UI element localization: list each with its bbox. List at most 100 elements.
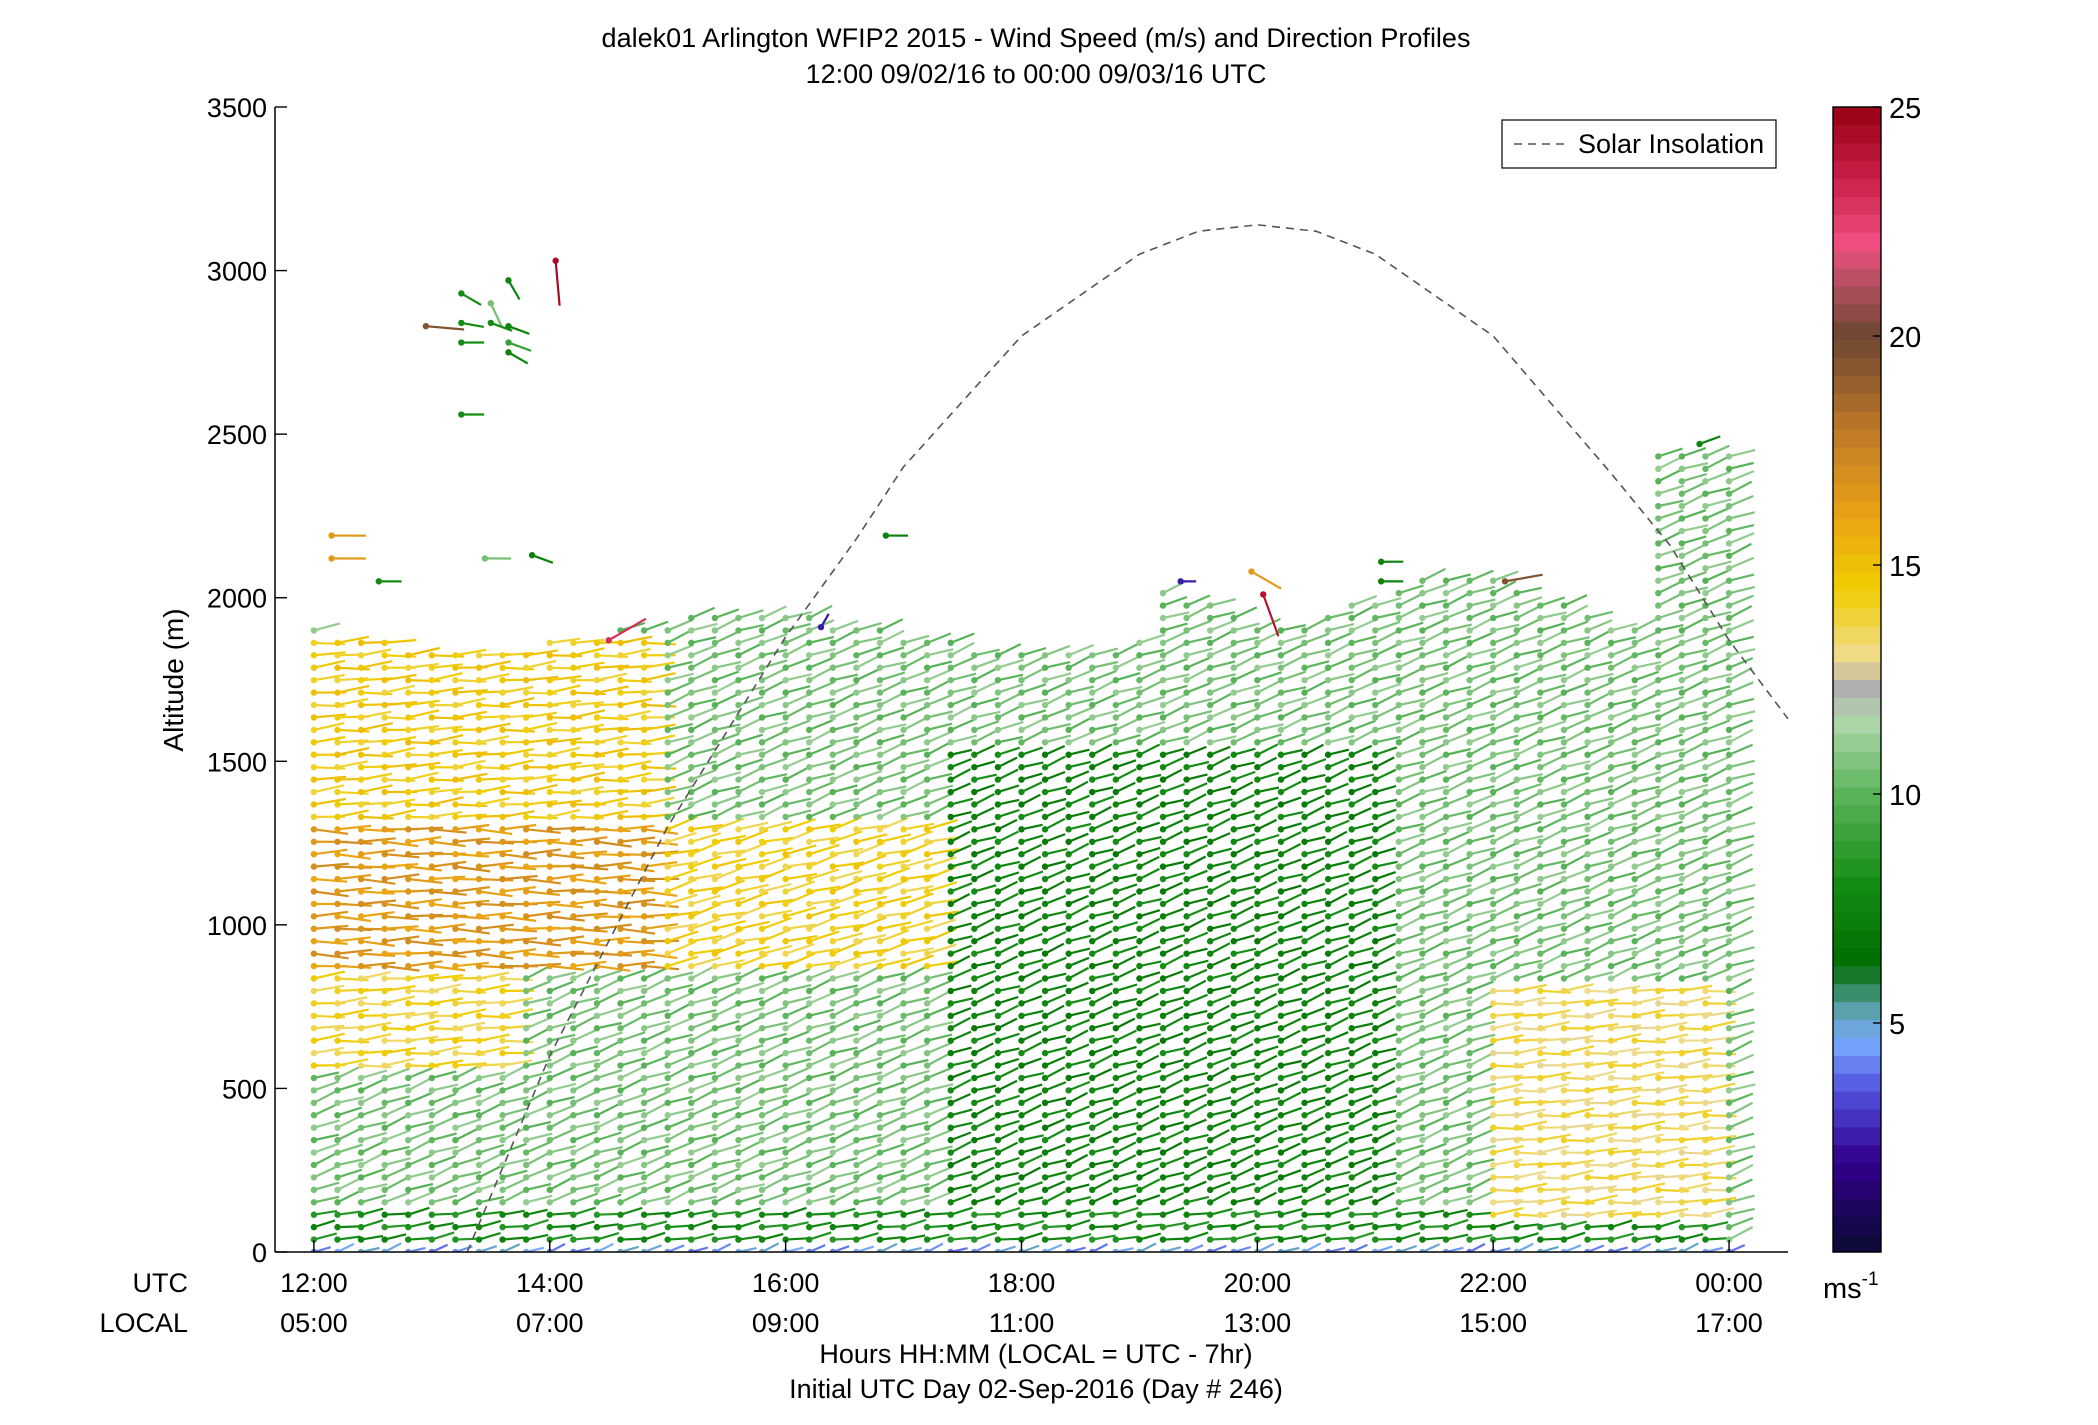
wind-barb-shaft (502, 1107, 529, 1117)
wind-barb-point (1395, 900, 1403, 908)
wind-barb-shaft (360, 1033, 392, 1042)
wind-barb-shaft (973, 1032, 997, 1042)
wind-barb-point (381, 714, 388, 721)
wind-barb-point (522, 1000, 530, 1007)
wind-barb-shaft (525, 1016, 552, 1030)
wind-barb-point (1442, 726, 1450, 734)
wind-barb-point (735, 1012, 742, 1020)
wind-barb-point (617, 714, 624, 721)
wind-barb-shaft (596, 964, 631, 972)
wind-barb-shaft (431, 1036, 464, 1042)
wind-barb-point (499, 1236, 506, 1243)
wind-barb-shaft (714, 911, 746, 918)
wind-barb-shaft (1351, 898, 1373, 905)
wind-barb-point (829, 1174, 836, 1181)
wind-barb-shaft (1021, 1092, 1043, 1104)
wind-barb-shaft (1021, 1083, 1043, 1092)
wind-barb-shaft (785, 1108, 813, 1117)
wind-barb-shaft (1068, 780, 1089, 794)
wind-barb-shaft (738, 633, 765, 644)
wind-barb-point (1136, 975, 1143, 982)
wind-barb-shaft (1280, 1195, 1303, 1204)
wind-barb-point (1301, 1186, 1308, 1194)
wind-barb-shaft (1233, 1144, 1256, 1154)
wind-barb-point (570, 913, 577, 920)
wind-barb-point (617, 1136, 624, 1144)
wind-barb-shaft (856, 1195, 882, 1204)
wind-barb-shaft (974, 1008, 997, 1017)
wind-barb-point (806, 1099, 813, 1107)
wind-barb-shaft (1209, 660, 1236, 669)
wind-barb-point (428, 714, 436, 721)
wind-barb-point (570, 925, 577, 932)
wind-barb-point (1136, 801, 1143, 808)
wind-barb-point (452, 838, 459, 845)
wind-barb-shaft (714, 920, 746, 930)
wind-barb-point (782, 1000, 789, 1007)
wind-barb-shaft (1422, 707, 1447, 719)
wind-barb-shaft (667, 1188, 693, 1204)
wind-barb-point (310, 751, 318, 758)
wind-barb-point (876, 850, 884, 858)
wind-barb-point (735, 938, 742, 945)
wind-barb-shaft (337, 1210, 361, 1216)
wind-barb-shaft (1445, 654, 1469, 669)
wind-barb-point (357, 1199, 365, 1206)
wind-barb-shaft (903, 1027, 927, 1042)
wind-barb-shaft (1139, 821, 1161, 831)
wind-barb-shaft (1374, 746, 1398, 756)
wind-barb-shaft (1351, 960, 1373, 968)
wind-barb-shaft (1045, 1224, 1069, 1229)
wind-barb-point (664, 739, 671, 746)
wind-barb-point (688, 850, 695, 858)
wind-barb-shaft (1398, 1211, 1422, 1216)
wind-barb-point (310, 726, 318, 734)
wind-barb-shaft (832, 892, 862, 905)
wind-barb-shaft (1398, 667, 1423, 682)
wind-barb-point (1419, 1161, 1426, 1169)
wind-barb-point (617, 776, 624, 783)
wind-barb-shaft (549, 853, 585, 860)
wind-barb-point (1419, 975, 1426, 982)
wind-barb-shaft (643, 1029, 668, 1042)
wind-barb-point (475, 1248, 483, 1252)
wind-barb-point (1419, 1112, 1426, 1119)
wind-barb-shaft (1021, 1030, 1042, 1042)
wind-barb-point (1065, 801, 1072, 808)
wind-barb-shaft (761, 711, 788, 719)
wind-barb-shaft (525, 1058, 552, 1067)
wind-barb-shaft (1139, 898, 1163, 905)
wind-barb-point (1372, 1236, 1379, 1243)
wind-barb-point (428, 676, 436, 684)
wind-barb-point (475, 1099, 483, 1107)
wind-barb-shaft (737, 642, 762, 657)
wind-barb-shaft (644, 1211, 667, 1216)
wind-barb-shaft (337, 1127, 361, 1142)
wind-barb-shaft (690, 1142, 717, 1154)
wind-barb-shaft (1044, 1034, 1067, 1042)
wind-barb-shaft (1068, 1029, 1089, 1042)
wind-barb-point (1159, 627, 1167, 634)
wind-barb-point (1372, 925, 1379, 932)
wind-barb-shaft (1115, 1121, 1139, 1129)
wind-barb-shaft (808, 1132, 835, 1142)
wind-barb-point (617, 689, 624, 696)
wind-barb-shaft (974, 884, 997, 893)
wind-barb-shaft (384, 1103, 410, 1117)
wind-barb-point (1159, 1000, 1167, 1007)
wind-barb-point (1112, 1248, 1120, 1252)
wind-barb-point (640, 726, 648, 734)
wind-barb-point (900, 975, 907, 982)
wind-barb-point (1348, 1136, 1355, 1144)
wind-barb-point (522, 1012, 530, 1020)
wind-barb-shaft (644, 902, 679, 909)
wind-barb-shaft (1186, 760, 1210, 769)
wind-barb-point (1230, 863, 1237, 870)
wind-barb-point (1136, 1074, 1143, 1082)
wind-barb-shaft (738, 1183, 766, 1191)
wind-barb-point (923, 875, 931, 883)
wind-barb-point (1065, 888, 1072, 895)
wind-barb-shaft (1209, 932, 1232, 943)
wind-barb-shaft (691, 809, 717, 818)
wind-barb-shaft (549, 637, 581, 644)
